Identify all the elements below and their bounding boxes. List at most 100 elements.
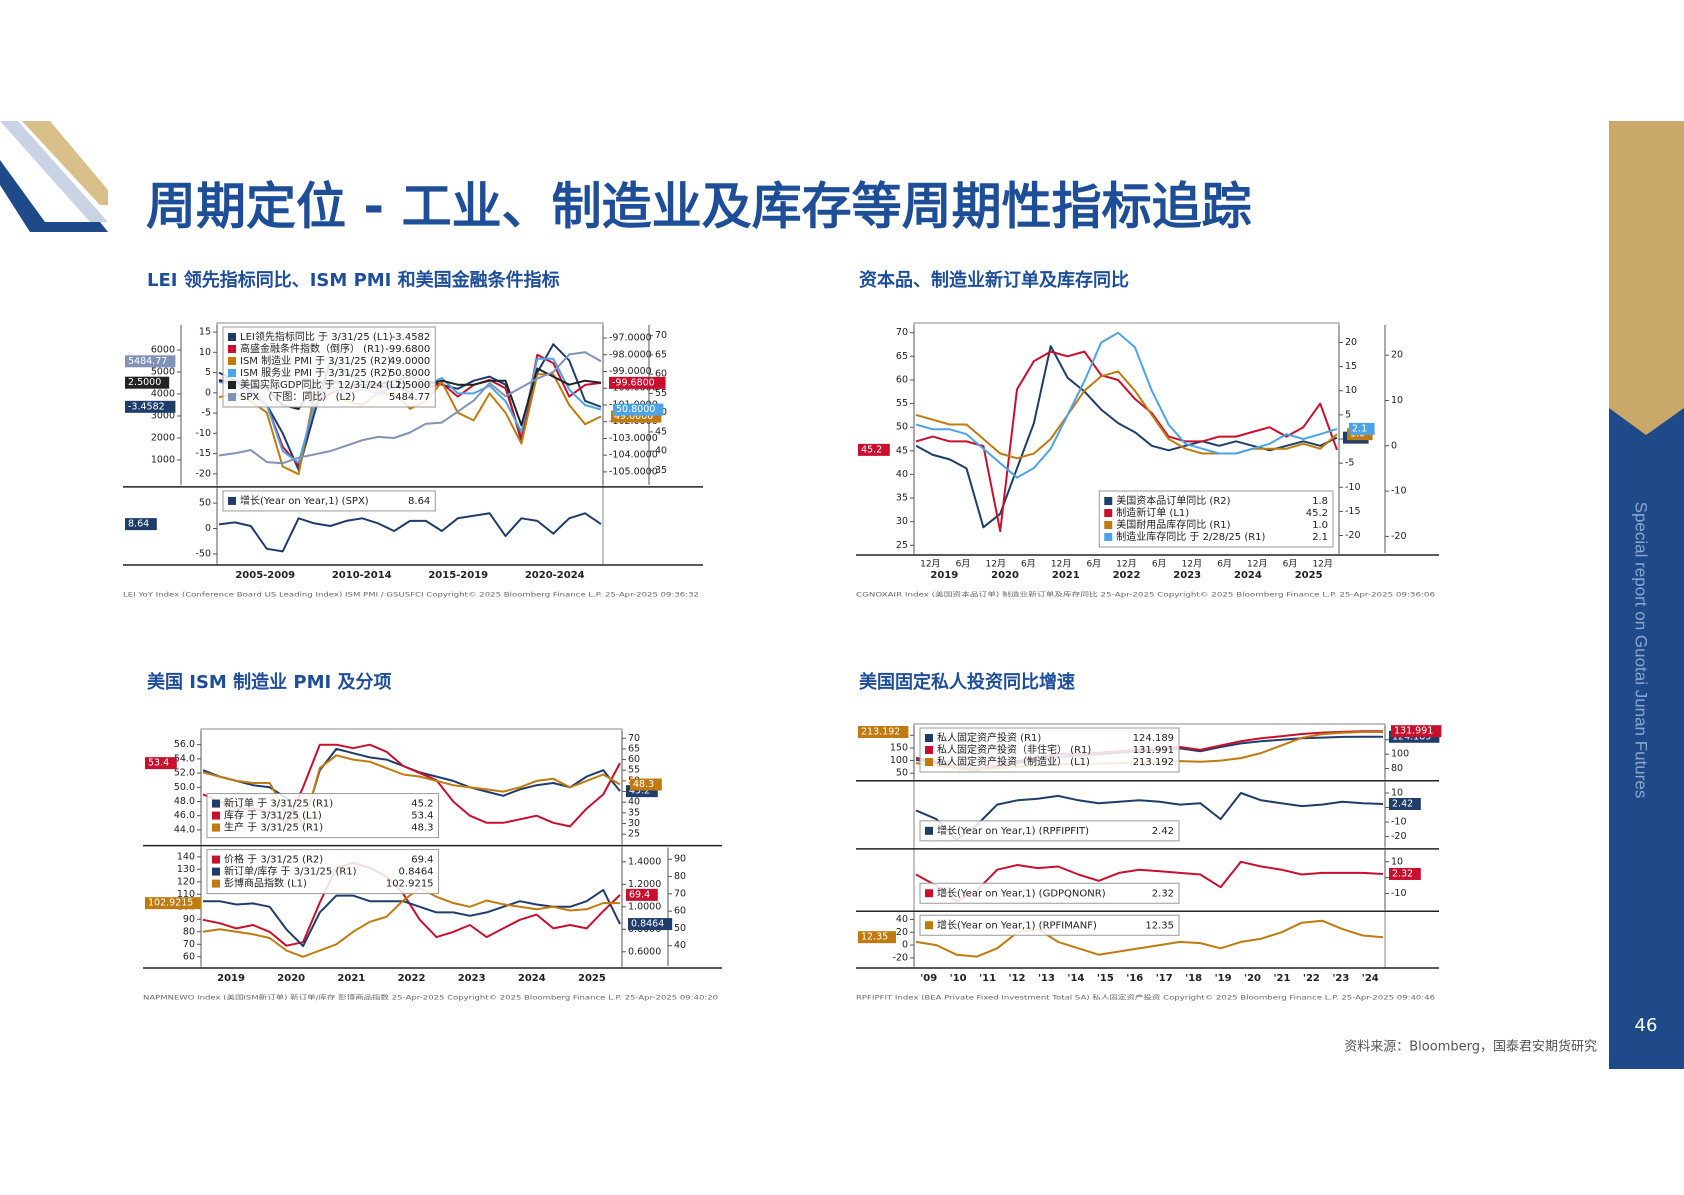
y2-tick-label: 60 <box>655 369 667 380</box>
x-tick-label: 2021 <box>1052 570 1080 581</box>
y2-tick-label: 20 <box>1345 337 1357 348</box>
x-tick-label: 2023 <box>1173 570 1201 581</box>
y2-tick-label: 80 <box>674 871 686 882</box>
series-line <box>218 512 602 553</box>
legend-swatch <box>212 823 220 832</box>
legend-swatch <box>925 889 933 898</box>
legend-box <box>206 793 440 839</box>
series-line <box>218 351 602 465</box>
legend-value: 2.42 <box>1152 826 1174 837</box>
y2-tick-label: -20 <box>1391 831 1407 842</box>
y2-tick-label: -103.0000 <box>609 433 658 444</box>
y2-tick-label: 1.2000 <box>628 879 661 890</box>
y-tick-label: 60 <box>183 951 195 962</box>
x-tick-label: '22 <box>1303 973 1320 984</box>
legend-value: 45.2 <box>1306 508 1328 519</box>
y2-tick-label: -98.0000 <box>609 349 652 360</box>
end-tag <box>858 725 909 738</box>
x-tick-label: '23 <box>1332 973 1349 984</box>
legend-label: 高盛金融条件指数（倒序） (R1) <box>240 342 384 355</box>
x-tick-label: 2020-2024 <box>525 570 585 581</box>
end-tag <box>145 757 177 770</box>
logo-stripe <box>0 160 108 232</box>
x-tick-label: '16 <box>1126 973 1143 984</box>
y-tick-label: 90 <box>183 914 195 925</box>
y2-tick-label: 45 <box>655 426 667 437</box>
legend-box <box>919 914 1180 936</box>
x-tick-label: 2015-2019 <box>428 570 488 581</box>
series-line <box>915 350 1338 533</box>
legend-swatch <box>925 734 933 742</box>
y2-tick-label: -97.0000 <box>609 333 652 344</box>
y-tick-label: 0 <box>902 940 908 951</box>
legend-label: 美国耐用品库存同比 (R1) <box>1116 518 1230 531</box>
legend-label: 新订单/库存 于 3/31/25 (R1) <box>224 865 357 878</box>
end-tag-label: 50.8000 <box>616 404 655 415</box>
y-tick-label: 60 <box>896 374 908 385</box>
x-tick-label: 2020 <box>991 570 1019 581</box>
legend-swatch <box>228 369 236 377</box>
x-minor-label: 12月 <box>1247 559 1267 570</box>
y-tick-label: 100 <box>890 755 908 766</box>
y2-tick-label: 55 <box>655 388 667 399</box>
legend-swatch <box>228 496 236 505</box>
x-tick-label: '11 <box>979 973 996 984</box>
y2-tick-label: -99.0000 <box>609 366 652 377</box>
x-tick-label: '17 <box>1156 973 1173 984</box>
y2-tick-label: 1.0000 <box>628 901 661 912</box>
end-tag-label: 69.4 <box>629 889 650 900</box>
source-note: 资料来源：Bloomberg，国泰君安期货研究 <box>1344 1039 1597 1055</box>
x-tick-label: 2025 <box>578 973 606 984</box>
legend-swatch <box>1104 497 1113 505</box>
legend-value: 49.0000 <box>389 356 430 367</box>
x-tick-label: 2023 <box>458 973 486 984</box>
chart-title: 资本品、制造业新订单及库存同比 <box>859 269 1129 291</box>
legend-label: ISM 服务业 PMI 于 3/31/25 (R2) <box>240 366 391 379</box>
y-tick-label: 130 <box>177 864 195 875</box>
y2-tick-label: 65 <box>655 349 667 360</box>
y-tick-label: -15 <box>195 448 211 459</box>
y2-tick-label: -10 <box>1391 888 1407 899</box>
y-tick-label: 140 <box>177 851 195 862</box>
chart-footer: CGNOXAIR Index (美国资本品订单) 制造业新订单及库存同比 25-… <box>856 591 1435 599</box>
side-label: Special report on Guotai Junan Futures <box>1632 502 1651 799</box>
y-tick-label: 48.0 <box>174 796 195 807</box>
y-tick-label: 15 <box>199 327 211 338</box>
x-tick-label: '13 <box>1038 973 1055 984</box>
y-tick-label: 150 <box>890 742 908 753</box>
end-tag-label: 102.9215 <box>148 898 193 909</box>
end-tag-label: 2.32 <box>1392 868 1413 879</box>
y-tick-label: 65 <box>896 351 908 362</box>
y-tick-label: 50 <box>199 498 211 509</box>
x-minor-label: 6月 <box>956 559 971 570</box>
x-minor-label: 6月 <box>1021 559 1036 570</box>
legend-swatch <box>925 746 933 754</box>
end-tag <box>613 403 664 416</box>
end-tag-label: 2.1 <box>1352 423 1367 434</box>
end-tag <box>628 918 673 931</box>
y2-tick-label: 0.6000 <box>628 946 661 957</box>
end-tag-label: -99.6800 <box>612 377 655 388</box>
x-tick-label: 2022 <box>1113 570 1141 581</box>
y-tick-label: 55 <box>896 398 908 409</box>
x-minor-label: 6月 <box>1086 559 1101 570</box>
y2-tick-label: 10 <box>1345 385 1357 396</box>
legend-value: 102.9215 <box>386 879 434 890</box>
legend-box <box>222 490 436 512</box>
end-tag-label: 2.5000 <box>128 377 161 388</box>
end-tag-label: 12.35 <box>861 932 888 943</box>
y2-tick-label: 80 <box>1391 763 1403 774</box>
end-tag-label: 8.64 <box>128 519 149 530</box>
legend-label: 增长(Year on Year,1) (RPFIPFIT) <box>937 824 1089 837</box>
y-tick-label: 56.0 <box>174 739 195 750</box>
legend-label: SPX （下图：同比） (L2) <box>240 391 355 403</box>
y2-tick-label: 50 <box>674 923 686 934</box>
end-tag-label: -3.4582 <box>128 401 165 412</box>
end-tag-label: 0.8464 <box>631 919 664 930</box>
chart-footer: LEI YoY Index (Conference Board US Leadi… <box>123 592 699 599</box>
legend-label: 生产 于 3/31/25 (R1) <box>224 821 323 834</box>
y-tick-label: 52.0 <box>174 768 195 779</box>
y-tick-label: 10 <box>199 347 211 358</box>
legend-label: 私人固定资产投资（制造业） (L1) <box>937 755 1090 768</box>
